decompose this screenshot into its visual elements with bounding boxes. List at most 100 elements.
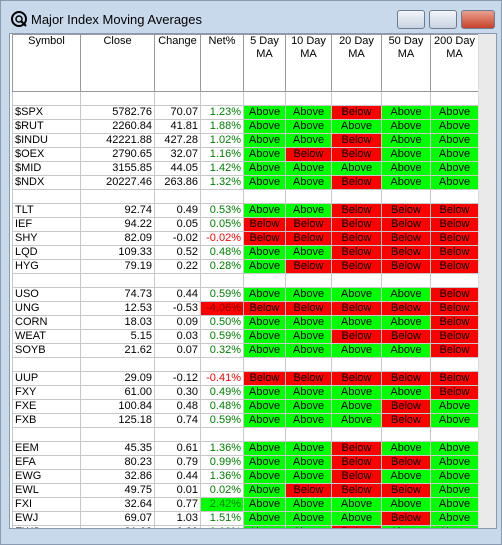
header-line: Change bbox=[158, 35, 197, 48]
empty-cell bbox=[200, 91, 244, 106]
ma-status-cell: Below bbox=[430, 231, 479, 246]
spacer-row bbox=[12, 273, 479, 288]
data-row: FXI 32.64 0.77 2.42% Above Above Above Above Abo… bbox=[12, 497, 479, 512]
ma-status-cell: Above bbox=[285, 441, 332, 456]
header-line: MA bbox=[348, 48, 365, 60]
ma-status-cell: Below bbox=[381, 399, 431, 414]
data-row: $SPX 5782.76 70.07 1.23% Above Above Below Abov… bbox=[12, 105, 479, 120]
cell: USO bbox=[12, 287, 81, 302]
cell: 21.62 bbox=[80, 343, 155, 358]
ma-status-cell: Below bbox=[331, 231, 382, 246]
cell: 0.03 bbox=[154, 329, 201, 344]
close-button[interactable] bbox=[461, 10, 495, 29]
data-row: EFA 80.23 0.79 0.99% Above Above Below Below Abo… bbox=[12, 455, 479, 470]
ma-status-cell: Below bbox=[430, 287, 479, 302]
ma-status-cell: Below bbox=[285, 301, 332, 316]
ma-status-cell: Below bbox=[430, 343, 479, 358]
cell: 49.75 bbox=[80, 483, 155, 498]
ma-status-cell: Below bbox=[381, 483, 431, 498]
column-header: 200 Day MA bbox=[430, 34, 479, 92]
ma-status-cell: Below bbox=[381, 245, 431, 260]
ma-status-cell: Above bbox=[243, 245, 286, 260]
cell: 2260.84 bbox=[80, 119, 155, 134]
empty-cell bbox=[243, 273, 286, 288]
ma-status-cell: Above bbox=[285, 399, 332, 414]
cell: FXE bbox=[12, 399, 81, 414]
ma-status-cell: Above bbox=[285, 119, 332, 134]
ma-status-cell: Below bbox=[381, 217, 431, 232]
ma-status-cell: Above bbox=[243, 413, 286, 428]
scrollbar[interactable] bbox=[478, 34, 496, 528]
cell: 0.05 bbox=[154, 217, 201, 232]
ma-status-cell: Below bbox=[331, 371, 382, 386]
data-row: EEM 45.35 0.61 1.36% Above Above Below Above Abo… bbox=[12, 441, 479, 456]
data-row: WEAT 5.15 0.03 0.59% Above Above Below Below Bel… bbox=[12, 329, 479, 344]
cell: UNG bbox=[12, 301, 81, 316]
cell: 79.19 bbox=[80, 259, 155, 274]
ma-status-cell: Below bbox=[331, 175, 382, 190]
cell: EWJ bbox=[12, 511, 81, 526]
ma-status-cell: Above bbox=[285, 105, 332, 120]
spacer-row bbox=[12, 91, 479, 106]
ma-status-cell: Above bbox=[285, 413, 332, 428]
header-line: Symbol bbox=[28, 35, 65, 48]
ma-status-cell: Above bbox=[285, 469, 332, 484]
cell: 12.53 bbox=[80, 301, 155, 316]
cell: 69.07 bbox=[80, 511, 155, 526]
data-row: $MID 3155.85 44.05 1.42% Above Above Above Abov… bbox=[12, 161, 479, 176]
cell: 0.01 bbox=[154, 483, 201, 498]
cell: EWL bbox=[12, 483, 81, 498]
ma-status-cell: Above bbox=[285, 315, 332, 330]
cell: 5.15 bbox=[80, 329, 155, 344]
ma-status-cell: Above bbox=[430, 469, 479, 484]
ma-status-cell: Above bbox=[243, 287, 286, 302]
ma-status-cell: Above bbox=[331, 413, 382, 428]
empty-cell bbox=[154, 427, 201, 442]
cell: 100.84 bbox=[80, 399, 155, 414]
cell: 1.36% bbox=[200, 469, 244, 484]
ma-status-cell: Below bbox=[381, 455, 431, 470]
ma-status-cell: Above bbox=[285, 497, 332, 512]
ma-status-cell: Below bbox=[331, 259, 382, 274]
empty-cell bbox=[154, 357, 201, 372]
cell: 0.20 bbox=[154, 525, 201, 528]
cell: 0.61 bbox=[154, 441, 201, 456]
ma-status-cell: Below bbox=[285, 217, 332, 232]
cell: 1.03 bbox=[154, 511, 201, 526]
cell: UUP bbox=[12, 371, 81, 386]
ma-status-cell: Below bbox=[381, 301, 431, 316]
ma-status-cell: Above bbox=[243, 455, 286, 470]
data-row: $OEX 2790.65 32.07 1.16% Above Below Below Abov… bbox=[12, 147, 479, 162]
empty-cell bbox=[285, 427, 332, 442]
data-row: $NDX 20227.46 263.86 1.32% Above Above Below Ab… bbox=[12, 175, 479, 190]
maximize-button[interactable] bbox=[429, 10, 457, 29]
spacer-row bbox=[12, 189, 479, 204]
minimize-button[interactable] bbox=[397, 10, 425, 29]
ma-status-cell: Below bbox=[381, 371, 431, 386]
cell: 29.09 bbox=[80, 371, 155, 386]
ma-status-cell: Above bbox=[430, 105, 479, 120]
ma-status-cell: Above bbox=[430, 133, 479, 148]
cell: 0.22 bbox=[154, 259, 201, 274]
empty-cell bbox=[154, 189, 201, 204]
cell: 32.86 bbox=[80, 469, 155, 484]
cell: 0.99% bbox=[200, 455, 244, 470]
empty-cell bbox=[331, 427, 382, 442]
cell: 0.77 bbox=[154, 497, 201, 512]
column-header: 10 Day MA bbox=[285, 34, 332, 92]
cell: 125.18 bbox=[80, 413, 155, 428]
ma-status-cell: Below bbox=[430, 203, 479, 218]
ma-status-cell: Below bbox=[381, 231, 431, 246]
ma-status-cell: Above bbox=[331, 385, 382, 400]
ma-status-cell: Below bbox=[430, 245, 479, 260]
cell: 70.07 bbox=[154, 105, 201, 120]
ma-status-cell: Above bbox=[243, 483, 286, 498]
empty-cell bbox=[154, 273, 201, 288]
empty-cell bbox=[80, 357, 155, 372]
empty-cell bbox=[243, 189, 286, 204]
ma-status-cell: Above bbox=[381, 469, 431, 484]
ma-status-cell: Above bbox=[285, 203, 332, 218]
cell: 2790.65 bbox=[80, 147, 155, 162]
ma-status-cell: Above bbox=[381, 315, 431, 330]
